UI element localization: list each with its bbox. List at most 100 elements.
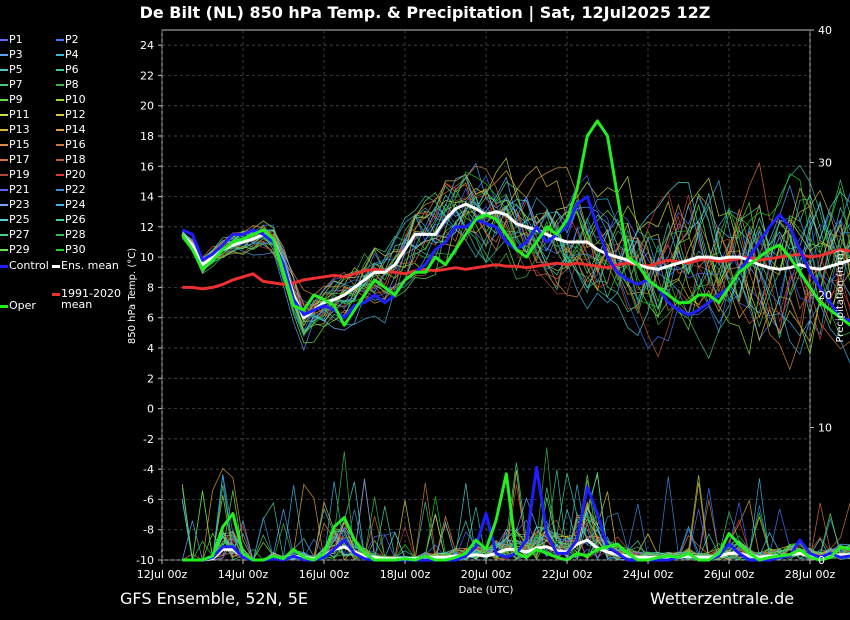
- legend-label: P25: [9, 213, 30, 226]
- y-right-tick-label: 0: [818, 554, 825, 567]
- legend-label: P9: [9, 93, 23, 106]
- y-tick-label: 16: [140, 160, 154, 173]
- legend-swatch: [56, 129, 64, 131]
- y-tick-label: 10: [140, 251, 154, 264]
- legend-swatch: [56, 69, 64, 71]
- legend-label: P8: [65, 78, 79, 91]
- x-axis-label: Date (UTC): [459, 585, 514, 596]
- legend-label: P28: [65, 228, 86, 241]
- legend-swatch: [0, 234, 8, 236]
- y-tick-label: 12: [140, 221, 154, 234]
- legend-swatch: [52, 293, 60, 296]
- legend-swatch: [56, 159, 64, 161]
- legend-label: P5: [9, 63, 23, 76]
- legend-label: P10: [65, 93, 86, 106]
- legend-swatch: [56, 114, 64, 116]
- legend-swatch: [0, 69, 8, 71]
- legend-swatch: [0, 84, 8, 86]
- legend-label: P4: [65, 48, 79, 61]
- member-precip-line: [182, 484, 850, 561]
- legend-label: P1: [9, 33, 23, 46]
- member-temp-line: [181, 200, 850, 344]
- x-tick-label: 26Jul 00z: [704, 568, 755, 581]
- temp-line-control: [181, 195, 850, 323]
- legend-swatch: [0, 129, 8, 131]
- temp-line-oper: [181, 119, 850, 327]
- y-tick-label: -8: [143, 524, 154, 537]
- legend-swatch: [0, 144, 8, 146]
- y-right-tick-label: 40: [818, 24, 832, 37]
- x-tick-label: 24Jul 00z: [623, 568, 674, 581]
- x-tick-label: 20Jul 00z: [461, 568, 512, 581]
- y-tick-label: 0: [147, 403, 154, 416]
- y-tick-label: -10: [136, 554, 154, 567]
- legend-swatch: [56, 249, 64, 251]
- legend-swatch: [56, 234, 64, 236]
- legend-swatch: [56, 189, 64, 191]
- y-tick-label: -2: [143, 433, 154, 446]
- y-tick-label: 22: [140, 69, 154, 82]
- legend-swatch: [0, 54, 8, 56]
- member-temp-line: [182, 182, 850, 341]
- legend-label: P11: [9, 108, 30, 121]
- precip-line-oper: [182, 472, 850, 562]
- legend-label: P13: [9, 123, 30, 136]
- legend-label: P19: [9, 168, 30, 181]
- y-tick-label: 4: [147, 342, 154, 355]
- legend-label: P17: [9, 153, 30, 166]
- y-tick-label: 2: [147, 372, 154, 385]
- y-tick-label: -4: [143, 463, 154, 476]
- legend-swatch: [56, 54, 64, 56]
- legend-label: P27: [9, 228, 30, 241]
- x-tick-label: 16Jul 00z: [299, 568, 350, 581]
- legend-swatch: [0, 174, 8, 176]
- legend-label: P7: [9, 78, 23, 91]
- model-caption: GFS Ensemble, 52N, 5E: [120, 589, 308, 608]
- legend-label: P30: [65, 243, 86, 256]
- legend-label: P20: [65, 168, 86, 181]
- temp-line-1991-2020-mean: [182, 248, 850, 291]
- legend-swatch: [56, 39, 64, 41]
- legend-label: P22: [65, 183, 86, 196]
- member-temp-line: [181, 175, 850, 349]
- legend-label: P12: [65, 108, 86, 121]
- legend-label: P29: [9, 243, 30, 256]
- y-tick-label: 20: [140, 100, 154, 113]
- legend-swatch: [56, 204, 64, 206]
- source-caption: Wetterzentrale.de: [650, 589, 795, 608]
- legend-swatch: [0, 99, 8, 101]
- legend-label: P24: [65, 198, 86, 211]
- legend-label: P2: [65, 33, 79, 46]
- legend: P1 P2 P3 P4 P5 P6 P7 P8 P9 P10 P11 P12 P13 P14 P15 P16 P…: [0, 31, 130, 321]
- member-temp-line: [182, 197, 850, 327]
- y-right-tick-label: 30: [818, 157, 832, 170]
- legend-swatch: [0, 265, 8, 268]
- legend-swatch: [0, 305, 8, 308]
- y-axis-label: 850 hPa Temp. (°C): [127, 248, 138, 344]
- legend-label: P18: [65, 153, 86, 166]
- member-temp-line: [182, 181, 850, 335]
- legend-label: P14: [65, 123, 86, 136]
- legend-label: P23: [9, 198, 30, 211]
- legend-label: P21: [9, 183, 30, 196]
- legend-swatch: [0, 219, 8, 221]
- member-temp-line: [182, 182, 850, 371]
- x-tick-label: 14Jul 00z: [218, 568, 269, 581]
- legend-swatch: [56, 84, 64, 86]
- x-tick-label: 28Jul 00z: [785, 568, 836, 581]
- x-tick-label: 12Jul 00z: [137, 568, 188, 581]
- y-right-tick-label: 20: [818, 289, 832, 302]
- y-tick-label: 24: [140, 39, 154, 52]
- legend-swatch: [56, 144, 64, 146]
- main-lines: [181, 119, 850, 562]
- legend-swatch: [56, 174, 64, 176]
- chart-title: De Bilt (NL) 850 hPa Temp. & Precipitati…: [139, 3, 711, 22]
- y-axis-right-label: Precipitation (mm): [835, 249, 846, 342]
- x-tick-label: 18Jul 00z: [380, 568, 431, 581]
- grid: [161, 29, 811, 561]
- legend-swatch: [56, 99, 64, 101]
- legend-swatch: [0, 249, 8, 251]
- legend-swatch: [0, 159, 8, 161]
